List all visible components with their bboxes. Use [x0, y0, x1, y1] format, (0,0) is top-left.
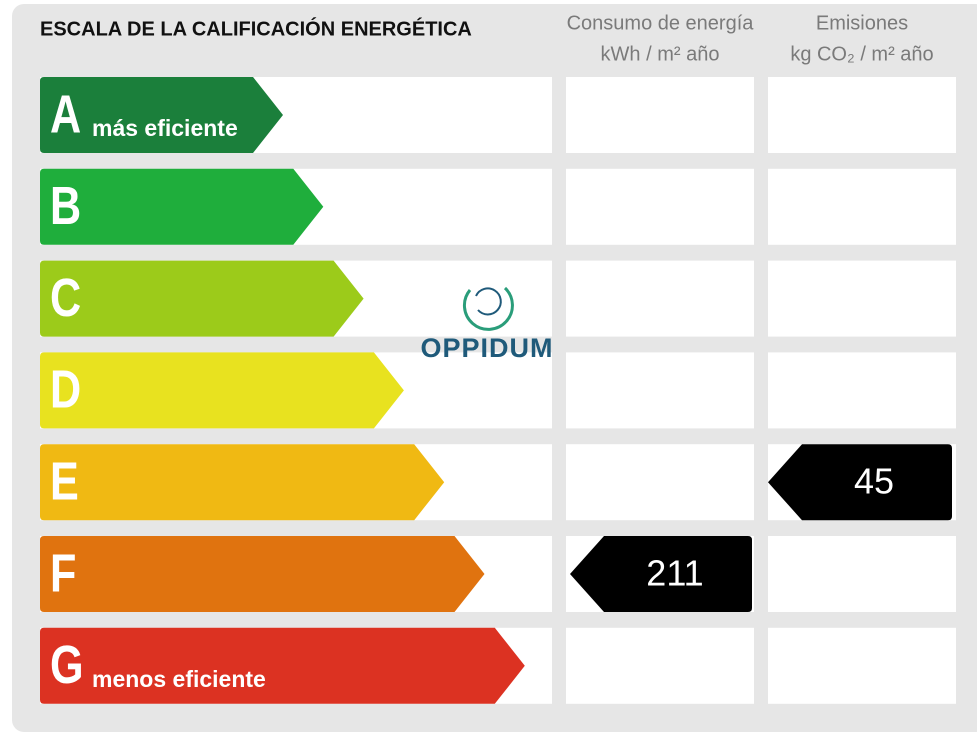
watermark: OPPIDUM: [420, 333, 553, 363]
cell: [768, 627, 956, 704]
value-arrow: [570, 536, 752, 612]
rating-arrow: [40, 627, 525, 704]
rating-letter: D: [50, 360, 81, 420]
cell: [768, 352, 956, 429]
cell: [768, 77, 956, 153]
logo-ring: [475, 287, 502, 316]
rating-arrow: [40, 352, 404, 429]
cell: [566, 352, 754, 429]
rating-letter: G: [50, 636, 84, 696]
value: 211: [646, 553, 703, 594]
rating-letter: A: [50, 85, 81, 145]
title: ESCALA DE LA CALIFICACIÓN ENERGÉTICA: [40, 16, 472, 40]
rating-label: menos eficiente: [92, 666, 266, 692]
rating-letter: E: [50, 452, 79, 512]
cell: [566, 77, 754, 153]
value-arrow: [768, 444, 952, 521]
column-unit: kWh / m² año: [601, 43, 720, 65]
value: 45: [854, 461, 894, 502]
column-title: Consumo de energía: [567, 12, 755, 34]
rating-arrow: [40, 168, 324, 245]
cell: [768, 536, 956, 612]
logo-ring: [462, 286, 514, 331]
cell: [566, 260, 754, 337]
rating-arrow: [40, 77, 283, 153]
cell: [768, 260, 956, 337]
cell: [566, 627, 754, 704]
cell: [566, 444, 754, 521]
rating-label: más eficiente: [92, 115, 238, 141]
column-title: Emisiones: [816, 12, 908, 34]
cell: [566, 168, 754, 245]
rating-letter: B: [50, 177, 81, 237]
rating-letter: C: [50, 268, 81, 328]
rating-arrow: [40, 444, 445, 521]
cell: [768, 168, 956, 245]
rating-arrow: [40, 536, 485, 612]
column-unit: kg CO₂ / m² año: [790, 43, 933, 65]
rating-arrow: [40, 260, 364, 337]
rating-letter: F: [50, 544, 76, 604]
